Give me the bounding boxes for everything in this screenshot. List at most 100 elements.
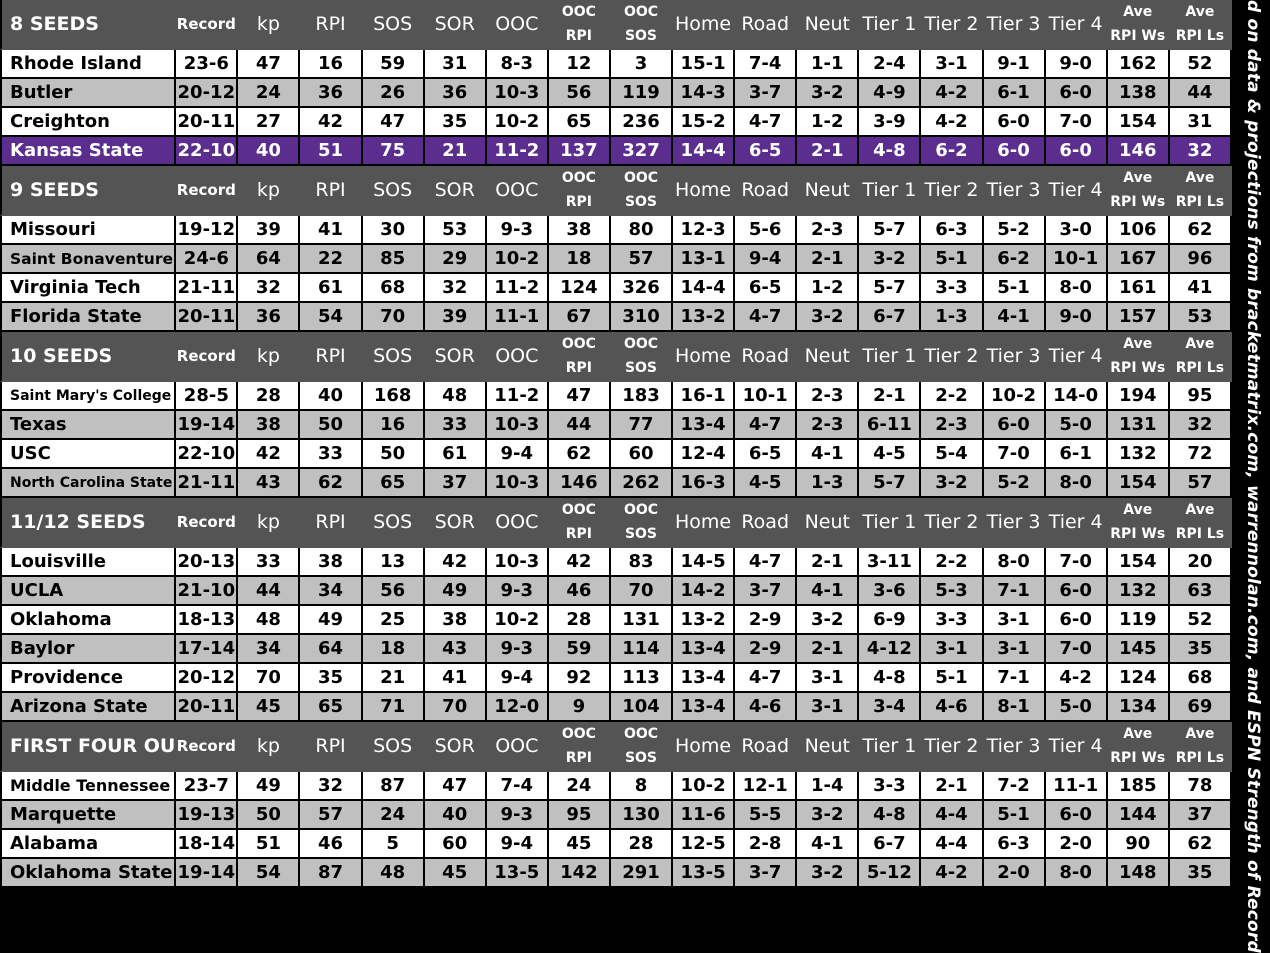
cell-tier4: 5-0 xyxy=(1045,693,1108,722)
cell-home: 16-3 xyxy=(673,469,736,498)
table-row: Saint Mary's College 28-5 28 40 168 48 11-2 47 1… xyxy=(0,382,1232,411)
cell-sos: 75 xyxy=(362,137,425,166)
cell-kp: 36 xyxy=(238,303,301,332)
cell-ave-rpi-ls: 44 xyxy=(1169,79,1232,108)
cell-ave-rpi-ws: 185 xyxy=(1107,772,1170,801)
cell-sos: 25 xyxy=(362,606,425,635)
cell-ave-rpi-ls: 32 xyxy=(1169,137,1232,166)
cell-sos: 59 xyxy=(362,50,425,79)
table-row: Arizona State 20-11 45 65 71 70 12-0 9 104 13-4 4-… xyxy=(0,693,1232,722)
cell-ooc-rpi: 47 xyxy=(548,382,611,411)
column-header-line1: OOC xyxy=(623,336,659,352)
cell-neut: 2-1 xyxy=(797,635,860,664)
cell-kp: 70 xyxy=(238,664,301,693)
cell-tier2: 4-2 xyxy=(921,79,984,108)
column-header-record: Record xyxy=(176,498,239,548)
column-header-sos: SOS xyxy=(362,722,425,772)
cell-home: 13-2 xyxy=(673,303,736,332)
cell-ooc-rpi: 62 xyxy=(548,440,611,469)
cell-kp: 54 xyxy=(238,859,301,888)
cell-tier4: 7-0 xyxy=(1045,108,1108,137)
cell-tier2: 3-1 xyxy=(921,635,984,664)
column-header-line1: Ave xyxy=(1185,4,1215,20)
column-header-ave-rpi-ws: Ave RPI Ws xyxy=(1107,0,1170,50)
cell-neut: 2-1 xyxy=(797,245,860,274)
cell-sor: 60 xyxy=(424,830,487,859)
column-header-line2: RPI Ls xyxy=(1175,750,1225,766)
column-header-road: Road xyxy=(735,722,798,772)
cell-record: 20-11 xyxy=(176,693,239,722)
cell-tier1: 5-7 xyxy=(859,274,922,303)
cell-tier1: 3-2 xyxy=(859,245,922,274)
cell-ooc: 11-1 xyxy=(486,303,549,332)
cell-sor: 21 xyxy=(424,137,487,166)
column-header-line2: SOS xyxy=(624,28,658,44)
cell-tier4: 8-0 xyxy=(1045,859,1108,888)
cell-rpi: 40 xyxy=(300,382,363,411)
section-header-row: FIRST FOUR OUT Record kp RPI SOS SOR OOC OOC RPI… xyxy=(0,722,1232,772)
cell-ave-rpi-ls: 35 xyxy=(1169,635,1232,664)
cell-ave-rpi-ls: 78 xyxy=(1169,772,1232,801)
cell-record: 22-10 xyxy=(176,137,239,166)
cell-neut: 3-1 xyxy=(797,664,860,693)
cell-record: 18-13 xyxy=(176,606,239,635)
cell-record: 18-14 xyxy=(176,830,239,859)
column-header-tier1: Tier 1 xyxy=(859,166,922,216)
cell-road: 10-1 xyxy=(735,382,798,411)
column-header-tier4: Tier 4 xyxy=(1045,0,1108,50)
cell-sos: 168 xyxy=(362,382,425,411)
table-row: Oklahoma 18-13 48 49 25 38 10-2 28 131 13-2 2-9 3-2… xyxy=(0,606,1232,635)
cell-ooc-rpi: 142 xyxy=(548,859,611,888)
team-name: Virginia Tech xyxy=(0,274,177,303)
cell-road: 9-4 xyxy=(735,245,798,274)
column-header-road: Road xyxy=(735,498,798,548)
column-header-ave-rpi-ls: Ave RPI Ls xyxy=(1169,0,1232,50)
column-header-record: Record xyxy=(176,0,239,50)
cell-tier4: 6-1 xyxy=(1045,440,1108,469)
column-header-home: Home xyxy=(673,722,736,772)
cell-ooc: 11-2 xyxy=(486,274,549,303)
cell-sos: 87 xyxy=(362,772,425,801)
column-header-neut: Neut xyxy=(797,722,860,772)
cell-ooc: 10-3 xyxy=(486,79,549,108)
cell-ave-rpi-ws: 106 xyxy=(1107,216,1170,245)
cell-sor: 70 xyxy=(424,693,487,722)
table-row: Florida State 20-11 36 54 70 39 11-1 67 310 13-2 4… xyxy=(0,303,1232,332)
cell-tier2: 2-2 xyxy=(921,382,984,411)
cell-road: 3-7 xyxy=(735,859,798,888)
column-header-road: Road xyxy=(735,166,798,216)
cell-ooc-sos: 8 xyxy=(610,772,674,801)
cell-road: 4-7 xyxy=(735,303,798,332)
cell-ave-rpi-ls: 20 xyxy=(1169,548,1232,577)
team-name: Creighton xyxy=(0,108,177,137)
team-name: Butler xyxy=(0,79,177,108)
cell-rpi: 65 xyxy=(300,693,363,722)
column-header-kp: kp xyxy=(238,332,301,382)
column-header-line2: RPI Ws xyxy=(1110,194,1166,210)
cell-record: 24-6 xyxy=(176,245,239,274)
column-header-line1: OOC xyxy=(561,170,596,186)
cell-sos: 5 xyxy=(362,830,425,859)
cell-ave-rpi-ls: 57 xyxy=(1169,469,1232,498)
column-header-tier4: Tier 4 xyxy=(1045,722,1108,772)
cell-home: 16-1 xyxy=(673,382,736,411)
column-header-line2: RPI xyxy=(565,360,593,376)
cell-ooc-rpi: 9 xyxy=(548,693,611,722)
cell-ooc-rpi: 59 xyxy=(548,635,611,664)
cell-tier3: 10-2 xyxy=(983,382,1046,411)
column-header-record: Record xyxy=(176,332,239,382)
cell-ave-rpi-ls: 96 xyxy=(1169,245,1232,274)
cell-tier1: 4-8 xyxy=(859,801,922,830)
column-header-ooc: OOC xyxy=(486,722,549,772)
cell-tier2: 3-3 xyxy=(921,606,984,635)
column-header-neut: Neut xyxy=(797,0,860,50)
cell-tier4: 7-0 xyxy=(1045,635,1108,664)
cell-ooc: 8-3 xyxy=(486,50,549,79)
cell-tier4: 6-0 xyxy=(1045,79,1108,108)
cell-tier3: 6-0 xyxy=(983,411,1046,440)
column-header-home: Home xyxy=(673,166,736,216)
column-header-line1: OOC xyxy=(561,726,596,742)
cell-tier2: 5-1 xyxy=(921,245,984,274)
column-header-tier3: Tier 3 xyxy=(983,722,1046,772)
column-header-ave-rpi-ws: Ave RPI Ws xyxy=(1107,166,1170,216)
